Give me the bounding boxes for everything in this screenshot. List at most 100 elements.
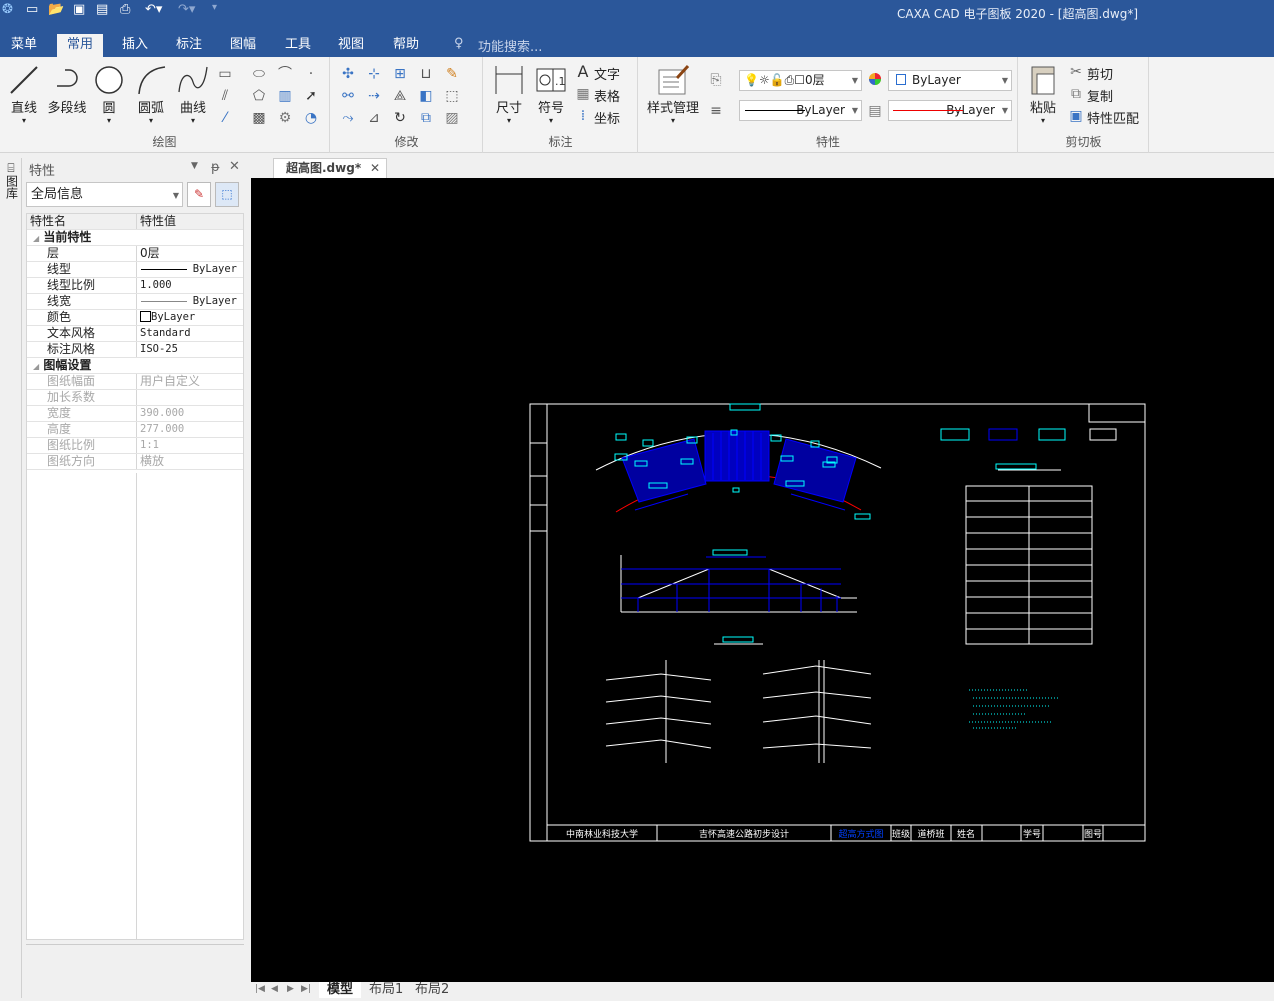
table-button[interactable]: 表格: [594, 90, 621, 105]
linetype-combo[interactable]: ByLayer ▼: [739, 100, 862, 121]
print-icon[interactable]: ⎙: [120, 2, 131, 17]
undo-icon[interactable]: ↶▾: [145, 2, 163, 17]
save-icon[interactable]: ▣: [73, 2, 86, 17]
new-icon[interactable]: ▭: [26, 2, 39, 17]
tab-sheet[interactable]: 图幅: [230, 37, 257, 52]
next-layout-icon[interactable]: ▶: [287, 984, 294, 994]
explode-icon[interactable]: ⬚: [445, 88, 459, 104]
symbol-button[interactable]: .1 符号 ▾: [534, 63, 568, 125]
property-value[interactable]: ISO-25: [140, 343, 178, 355]
open-icon[interactable]: 📂: [48, 2, 65, 17]
lineweight-icon[interactable]: ≡: [710, 103, 722, 119]
drawing-canvas[interactable]: 中南林业科技大学 吉怀高速公路初步设计 超高方式图 班级 道桥班 姓名 学号 图…: [251, 178, 1274, 982]
cut-button[interactable]: 剪切: [1087, 68, 1114, 83]
section-sheet[interactable]: ◢ 图幅设置: [27, 358, 243, 374]
section-current[interactable]: ◢ 当前特性: [27, 230, 243, 246]
block-icon[interactable]: ▥: [278, 88, 292, 104]
property-value[interactable]: 0层: [140, 246, 160, 260]
customize-icon[interactable]: ▾: [212, 2, 218, 13]
property-row[interactable]: 颜色 ByLayer: [27, 310, 243, 326]
layout-tab-model[interactable]: 模型: [319, 982, 362, 998]
extend-icon[interactable]: ⇢: [368, 88, 380, 104]
property-row[interactable]: 线型比例 1.000: [27, 278, 243, 294]
property-row[interactable]: 线宽 ByLayer: [27, 294, 243, 310]
edit-hatch-icon[interactable]: ▨: [445, 110, 459, 126]
chamfer-icon[interactable]: ⊿: [368, 110, 380, 126]
document-tab[interactable]: 超高图.dwg* ✕: [273, 158, 387, 178]
property-value[interactable]: ByLayer: [151, 311, 196, 323]
arc-button[interactable]: 圆弧 ▾: [132, 63, 170, 125]
array-icon[interactable]: ⊞: [394, 66, 406, 82]
copy-object-icon[interactable]: ⚯: [342, 88, 354, 104]
ellipse-icon[interactable]: ⬭: [253, 66, 265, 82]
coordinate-button[interactable]: 坐标: [594, 112, 621, 127]
match-properties-button[interactable]: 特性匹配: [1087, 112, 1140, 127]
tab-menu[interactable]: 菜单: [11, 37, 38, 52]
last-layout-icon[interactable]: ▶|: [301, 984, 311, 994]
hatch-icon[interactable]: ▩: [252, 110, 266, 126]
property-value[interactable]: Standard: [140, 327, 191, 339]
prev-layout-icon[interactable]: ◀: [271, 984, 278, 994]
arrow-icon[interactable]: ➚: [305, 88, 317, 104]
style-manager-button[interactable]: 样式管理 ▾: [643, 63, 703, 125]
text-button[interactable]: 文字: [594, 68, 621, 83]
property-value[interactable]: ByLayer: [192, 295, 237, 307]
parallel-line-icon[interactable]: ⫽: [221, 88, 229, 104]
library-tab[interactable]: ⌸ 图库: [4, 162, 19, 202]
layer-manager-icon[interactable]: ⎘: [710, 72, 722, 88]
close-panel-icon[interactable]: ✕: [229, 159, 240, 174]
scale-icon[interactable]: ◧: [419, 88, 433, 104]
linestyle-icon[interactable]: ▤: [868, 103, 882, 119]
polygon-icon[interactable]: ⬠: [252, 88, 266, 104]
redo-icon[interactable]: ↷▾: [178, 2, 196, 17]
save-as-icon[interactable]: ▤: [96, 2, 109, 17]
app-logo-icon[interactable]: ❂: [2, 2, 13, 17]
color-wheel-icon[interactable]: [866, 72, 884, 90]
erase-icon[interactable]: ✎: [446, 66, 458, 82]
close-tab-icon[interactable]: ✕: [369, 161, 380, 175]
property-row[interactable]: 线型 ByLayer: [27, 262, 243, 278]
tab-annotate[interactable]: 标注: [176, 37, 203, 52]
offset-icon[interactable]: ⧉: [421, 110, 431, 126]
lineweight-combo[interactable]: ByLayer ▼: [888, 100, 1012, 121]
spline-icon[interactable]: ⌒: [278, 66, 292, 82]
point-icon[interactable]: ·: [308, 66, 314, 82]
quick-select-button[interactable]: ⬚: [215, 182, 239, 207]
dimension-button[interactable]: 尺寸 ▾: [492, 63, 526, 125]
property-value[interactable]: ByLayer: [192, 263, 237, 275]
line-button[interactable]: 直线 ▾: [6, 63, 42, 125]
mirror-icon[interactable]: ⟁: [393, 88, 407, 104]
object-selector[interactable]: 全局信息 ▼: [26, 182, 183, 207]
fill-icon[interactable]: ◔: [304, 110, 318, 126]
panel-menu-icon[interactable]: ▼: [191, 161, 198, 171]
tab-insert[interactable]: 插入: [122, 37, 149, 52]
tab-tools[interactable]: 工具: [285, 37, 312, 52]
tab-view[interactable]: 视图: [338, 37, 365, 52]
move-icon[interactable]: ✣: [342, 66, 354, 82]
pin-icon[interactable]: ᵽ: [211, 160, 220, 175]
rotate-icon[interactable]: ↻: [394, 110, 406, 126]
rectangle-icon[interactable]: ▭: [218, 66, 232, 82]
property-row[interactable]: 标注风格 ISO-25: [27, 342, 243, 358]
first-layout-icon[interactable]: |◀: [255, 984, 265, 994]
stretch-icon[interactable]: ⤳: [342, 110, 354, 126]
layout-tab-2[interactable]: 布局2: [415, 982, 450, 997]
feature-search[interactable]: 功能搜索...: [478, 40, 543, 55]
gear-shape-icon[interactable]: ⚙: [278, 110, 292, 126]
curve-button[interactable]: 曲线 ▾: [174, 63, 212, 125]
clear-selection-button[interactable]: ✎: [187, 182, 211, 207]
property-value[interactable]: 1.000: [140, 279, 172, 291]
copy-button[interactable]: 复制: [1087, 90, 1114, 105]
polyline-button[interactable]: 多段线: [44, 63, 90, 116]
trim-icon[interactable]: ⊹: [368, 66, 380, 82]
property-row[interactable]: 层 0层: [27, 246, 243, 262]
property-row[interactable]: 文本风格 Standard: [27, 326, 243, 342]
color-combo[interactable]: ByLayer ▼: [888, 70, 1012, 91]
layer-combo[interactable]: 💡☼🔓⎙☐0层 ▼: [739, 70, 862, 91]
paste-button[interactable]: 粘贴 ▾: [1025, 63, 1061, 125]
tab-help[interactable]: 帮助: [393, 37, 420, 52]
break-icon[interactable]: ⊔: [420, 66, 432, 82]
circle-button[interactable]: 圆 ▾: [92, 63, 126, 125]
tab-common[interactable]: 常用: [57, 34, 104, 57]
construction-line-icon[interactable]: ⁄: [223, 110, 227, 126]
